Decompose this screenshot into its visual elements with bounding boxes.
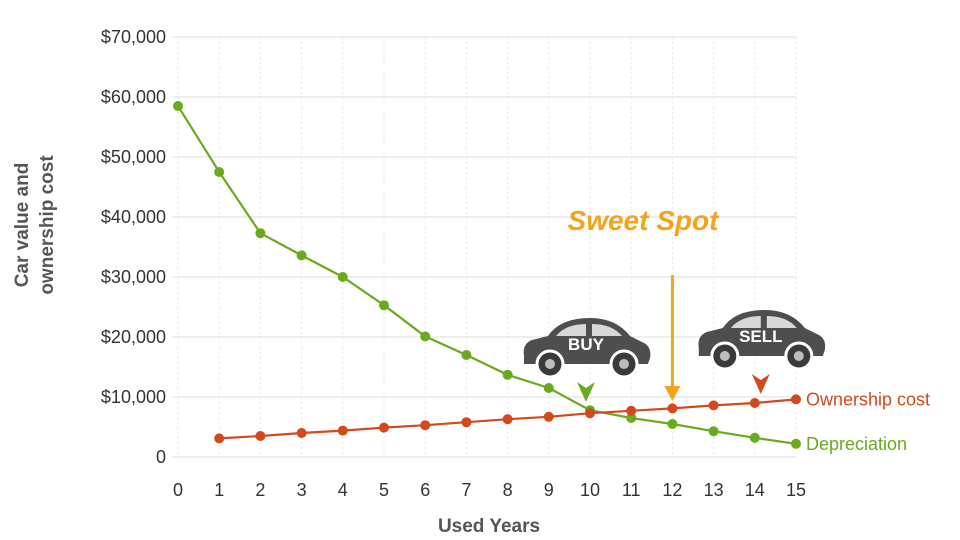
data-point bbox=[461, 350, 472, 360]
y-tick-label: $50,000 bbox=[101, 147, 166, 167]
data-point bbox=[502, 369, 513, 380]
data-point bbox=[296, 428, 307, 438]
series-label: Depreciation bbox=[806, 434, 907, 454]
data-point bbox=[749, 398, 760, 408]
y-tick-label: $40,000 bbox=[101, 207, 166, 227]
x-tick-label: 13 bbox=[704, 480, 724, 500]
x-tick-label: 5 bbox=[379, 480, 389, 500]
data-point bbox=[461, 417, 472, 428]
data-point bbox=[337, 425, 348, 436]
data-point bbox=[791, 394, 801, 405]
data-point bbox=[791, 438, 801, 449]
data-point bbox=[296, 250, 307, 261]
data-point bbox=[214, 167, 225, 177]
y-tick-label: $60,000 bbox=[101, 87, 166, 107]
annotations: Sweet Spot BUY SELL bbox=[522, 205, 827, 402]
data-point bbox=[379, 300, 389, 311]
data-point bbox=[337, 272, 348, 282]
x-tick-label: 10 bbox=[580, 480, 600, 500]
x-tick-label: 6 bbox=[420, 480, 430, 500]
x-tick-label: 1 bbox=[214, 480, 224, 500]
sweet-spot-arrowhead bbox=[664, 386, 681, 401]
x-axis-title: Used Years bbox=[438, 516, 540, 537]
data-point bbox=[543, 411, 554, 422]
series: Depreciation Ownership cost bbox=[173, 101, 930, 454]
data-point bbox=[708, 400, 719, 411]
x-tick-label: 2 bbox=[255, 480, 265, 500]
data-point bbox=[379, 422, 389, 433]
buy-car-icon: BUY bbox=[522, 316, 652, 379]
data-point bbox=[420, 331, 431, 342]
series-line bbox=[177, 105, 797, 445]
y-axis-title-line: ownership cost bbox=[37, 155, 58, 295]
y-tick-label: $20,000 bbox=[101, 327, 166, 347]
data-point bbox=[585, 408, 595, 419]
data-point bbox=[543, 383, 554, 393]
data-point bbox=[626, 413, 637, 423]
axes: 0 $10,000 $20,000 $30,000 $40,000 $50,000 $60,… bbox=[12, 27, 806, 537]
data-point bbox=[667, 419, 678, 429]
sweet-spot-label: Sweet Spot bbox=[568, 205, 721, 236]
y-tick-label: $30,000 bbox=[101, 267, 166, 287]
data-point bbox=[667, 403, 678, 414]
sell-car-label: SELL bbox=[739, 327, 782, 346]
buy-marker-icon bbox=[577, 382, 595, 402]
data-point bbox=[708, 426, 719, 437]
data-point bbox=[420, 420, 431, 431]
x-tick-label: 12 bbox=[662, 480, 682, 500]
y-tick-label: $10,000 bbox=[101, 387, 166, 407]
x-tick-label: 7 bbox=[461, 480, 471, 500]
y-axis-title-line: Car value and bbox=[12, 163, 33, 288]
data-point bbox=[214, 433, 225, 444]
y-tick-label: $70,000 bbox=[101, 27, 166, 47]
data-point bbox=[173, 101, 183, 111]
data-point bbox=[626, 405, 637, 416]
series-label: Ownership cost bbox=[806, 389, 930, 409]
x-tick-label: 15 bbox=[786, 480, 806, 500]
buy-car-label: BUY bbox=[568, 335, 605, 354]
x-tick-label: 3 bbox=[297, 480, 307, 500]
y-tick-label: 0 bbox=[156, 447, 166, 467]
data-point bbox=[749, 432, 760, 443]
x-tick-label: 0 bbox=[173, 480, 183, 500]
grid bbox=[172, 36, 797, 458]
y-axis-title: Car value and ownership cost bbox=[12, 155, 58, 295]
data-point bbox=[255, 228, 266, 239]
x-tick-label: 11 bbox=[622, 480, 641, 500]
x-tick-label: 9 bbox=[544, 480, 554, 500]
sell-car-icon: SELL bbox=[696, 308, 827, 371]
x-tick-label: 8 bbox=[503, 480, 513, 500]
sell-marker-icon bbox=[751, 374, 770, 394]
x-tick-label: 14 bbox=[745, 480, 765, 500]
data-point bbox=[255, 431, 266, 441]
data-point bbox=[502, 414, 513, 425]
x-tick-label: 4 bbox=[338, 480, 348, 500]
